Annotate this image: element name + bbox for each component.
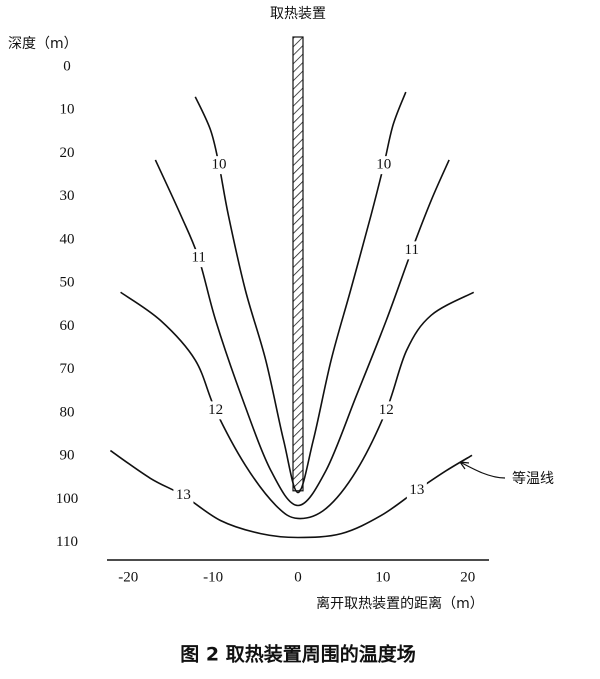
- y-tick-label: 30: [60, 188, 75, 204]
- label-bg: [373, 156, 394, 175]
- label-bg: [401, 241, 422, 260]
- isotherm-label: 12: [379, 402, 394, 418]
- y-tick-label: 80: [60, 404, 75, 420]
- x-tick-label: 20: [460, 569, 475, 585]
- caption: 图 2 取热装置周围的温度场: [180, 643, 415, 666]
- annotation: 等温线: [512, 470, 554, 487]
- label-bg: [205, 401, 226, 420]
- y-tick-label: 90: [60, 448, 75, 464]
- heater: [292, 36, 304, 492]
- chart-title: 取热装置: [270, 6, 326, 22]
- isotherm: [120, 291, 475, 520]
- label-bg: [209, 156, 230, 175]
- y-tick-label: 110: [56, 534, 78, 550]
- isotherm: [194, 91, 407, 494]
- y-tick-label: 60: [60, 318, 75, 334]
- y-tick-label: 50: [60, 275, 75, 291]
- y-axis-label: 深度（m）: [8, 36, 78, 52]
- isotherm-label: 13: [176, 487, 191, 503]
- label-bg: [188, 249, 209, 268]
- y-tick-label: 70: [60, 361, 75, 377]
- x-tick-label: -20: [118, 569, 138, 585]
- label-bg: [173, 486, 194, 505]
- y-tick-label: 40: [60, 231, 75, 247]
- isotherm-label: 10: [376, 157, 391, 173]
- label-bg: [406, 481, 427, 500]
- isotherm-label: 11: [191, 250, 205, 266]
- label-bg: [376, 401, 397, 420]
- isotherm-label: 11: [405, 242, 419, 258]
- y-tick-label: 20: [60, 145, 75, 161]
- isotherm-label: 13: [409, 482, 424, 498]
- y-tick-label: 100: [56, 491, 79, 507]
- x-tick-label: 10: [375, 569, 390, 585]
- annotation-arrow: [459, 461, 506, 479]
- x-tick-label: 0: [294, 569, 302, 585]
- y-tick-label: 0: [63, 58, 71, 74]
- y-tick-label: 10: [60, 102, 75, 118]
- x-tick-label: -10: [203, 569, 223, 585]
- isotherm-label: 10: [212, 157, 227, 173]
- isotherm-label: 12: [208, 402, 223, 418]
- x-axis-label: 离开取热装置的距离（m）: [316, 595, 484, 612]
